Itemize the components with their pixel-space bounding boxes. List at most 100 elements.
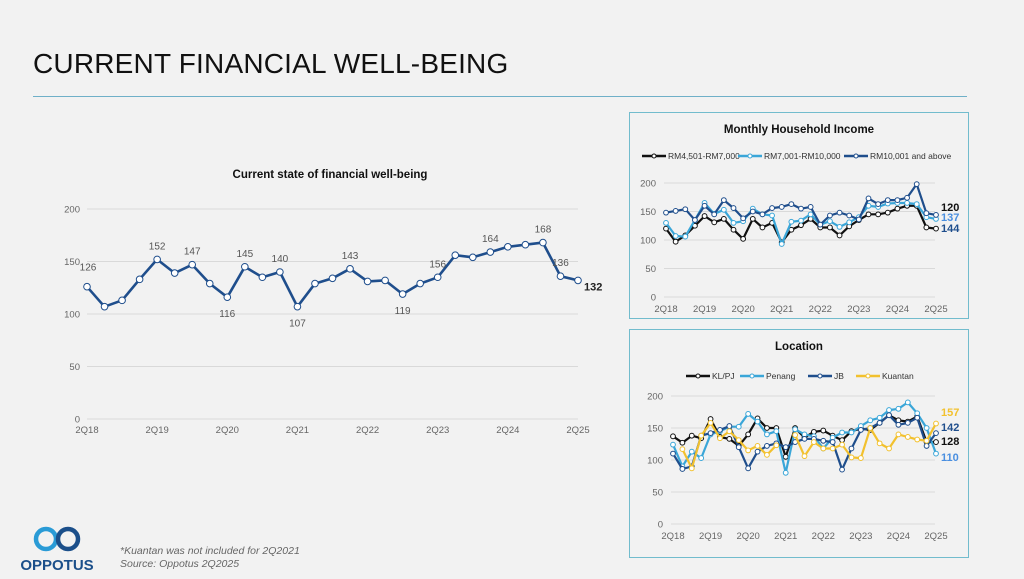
- data-point: [688, 448, 695, 455]
- data-point: [933, 450, 939, 457]
- data-point: [398, 290, 407, 298]
- data-point: [726, 428, 733, 435]
- legend-item-0: RM4,501-RM7,000: [642, 151, 740, 161]
- y-tick-label: 150: [64, 257, 80, 268]
- footnote-kuantan: *Kuantan was not included for 2Q2021: [120, 545, 300, 557]
- data-point: [720, 206, 727, 213]
- data-point: [886, 412, 892, 419]
- data-point: [933, 225, 939, 232]
- data-point: [904, 419, 911, 426]
- data-point: [670, 441, 676, 448]
- data-point: [820, 445, 827, 452]
- data-point: [118, 296, 126, 305]
- data-point: [810, 439, 817, 445]
- data-point: [875, 211, 882, 218]
- data-point: [904, 399, 911, 406]
- data-point: [904, 200, 910, 206]
- page-title: CURRENT FINANCIAL WELL-BEING: [33, 48, 509, 79]
- y-tick-label: 0: [658, 520, 663, 531]
- data-label: 126: [80, 263, 97, 274]
- data-point: [663, 209, 669, 216]
- data-point: [904, 194, 910, 201]
- data-point: [855, 216, 862, 223]
- legend-marker: [695, 373, 701, 379]
- data-point: [381, 276, 389, 285]
- data-label: 168: [535, 225, 552, 236]
- legend-item-2: JB: [808, 371, 844, 381]
- data-point: [923, 425, 930, 431]
- data-point: [865, 195, 872, 202]
- data-point: [672, 208, 679, 214]
- data-point: [829, 439, 836, 445]
- x-tick-label: 2Q25: [924, 531, 947, 542]
- y-tick-label: 0: [651, 293, 656, 304]
- legend-item-0: KL/PJ: [686, 371, 735, 381]
- x-tick-label: 2Q24: [886, 304, 909, 315]
- data-label: 140: [272, 254, 289, 265]
- y-tick-label: 150: [647, 424, 663, 435]
- y-tick-label: 150: [640, 207, 656, 218]
- data-label: 164: [482, 234, 499, 245]
- data-point: [701, 213, 708, 219]
- x-tick-label: 2Q20: [732, 304, 755, 315]
- series-current-state-of-financial-well-being: [83, 238, 582, 311]
- data-point: [827, 212, 833, 219]
- data-point: [933, 420, 939, 427]
- data-point: [798, 205, 804, 212]
- data-point: [933, 439, 939, 445]
- data-point: [846, 219, 853, 226]
- data-point: [836, 223, 843, 230]
- data-point: [711, 211, 718, 218]
- data-point: [769, 205, 775, 211]
- y-tick-label: 0: [75, 415, 80, 426]
- data-point: [711, 219, 718, 226]
- data-label: 143: [342, 251, 359, 262]
- data-point: [829, 445, 836, 452]
- data-point: [839, 466, 845, 473]
- data-point: [817, 221, 824, 228]
- data-point: [886, 407, 892, 413]
- x-tick-label: 2Q19: [699, 531, 722, 542]
- data-point: [867, 417, 874, 424]
- y-tick-label: 200: [647, 392, 663, 403]
- legend-label: Kuantan: [882, 371, 914, 381]
- legend-label: RM10,001 and above: [870, 151, 952, 161]
- data-point: [735, 423, 742, 430]
- data-point: [672, 233, 679, 239]
- location-chart-svg: Location KL/PJ Penang JB Kuantan 0 50 100 150 200…: [647, 341, 959, 542]
- data-point: [749, 208, 756, 215]
- data-point: [720, 197, 727, 203]
- x-tick-label: 2Q22: [809, 304, 832, 315]
- data-point: [328, 274, 337, 283]
- data-point: [857, 427, 864, 433]
- end-value-label: 142: [941, 422, 959, 434]
- data-point: [679, 439, 686, 446]
- data-point: [933, 212, 939, 218]
- legend-label: KL/PJ: [712, 371, 735, 381]
- x-tick-label: 2Q21: [286, 425, 309, 436]
- data-point: [83, 282, 91, 291]
- data-point: [769, 212, 775, 219]
- data-point: [827, 218, 833, 225]
- x-tick-label: 2Q20: [216, 425, 239, 436]
- data-point: [865, 211, 872, 218]
- x-tick-label: 2Q18: [661, 531, 684, 542]
- x-tick-label: 2Q25: [924, 304, 947, 315]
- data-point: [293, 302, 302, 311]
- data-point: [798, 217, 804, 224]
- data-point: [468, 253, 477, 262]
- data-point: [782, 469, 789, 476]
- data-point: [914, 436, 921, 443]
- data-point: [276, 268, 284, 276]
- data-point: [923, 443, 930, 449]
- title-divider: [33, 96, 967, 97]
- data-point: [698, 455, 705, 461]
- data-point: [846, 212, 853, 219]
- data-point: [788, 218, 795, 225]
- data-point: [688, 465, 695, 472]
- oppotus-logo: OPPOTUS: [16, 524, 98, 574]
- data-point: [788, 201, 795, 207]
- x-tick-label: 2Q22: [356, 425, 379, 436]
- x-tick-label: 2Q21: [770, 304, 793, 315]
- end-value-label: 128: [941, 436, 959, 448]
